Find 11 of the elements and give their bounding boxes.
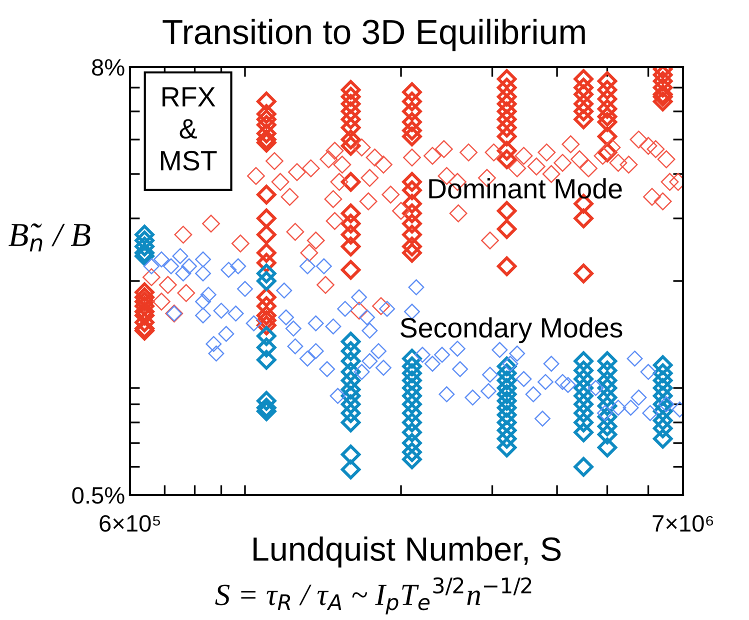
y-tick-label: 8% [92, 59, 124, 76]
annotation: Dominant Mode [429, 178, 622, 199]
x-tick-label: 7×10⁶ [652, 515, 714, 532]
annotation: RFX & MST [161, 87, 217, 171]
y-tick-label: 0.5% [72, 487, 124, 504]
annotation: Secondary Modes [400, 317, 622, 344]
text: S = τ$_{R}$ / τ$_{A}$ ~ I$_{p}$T$_{e}$$^{3/2}$n$^{−1/2}$ [215, 577, 532, 614]
x-tick-label: 6×10⁵ [100, 515, 160, 532]
x-axis-title: Lundquist Number, S [254, 536, 561, 568]
chart-title: Transition to 3D Equilibrium [162, 18, 585, 52]
y-axis-title: B̃$_{n}$ / B [8, 223, 90, 252]
